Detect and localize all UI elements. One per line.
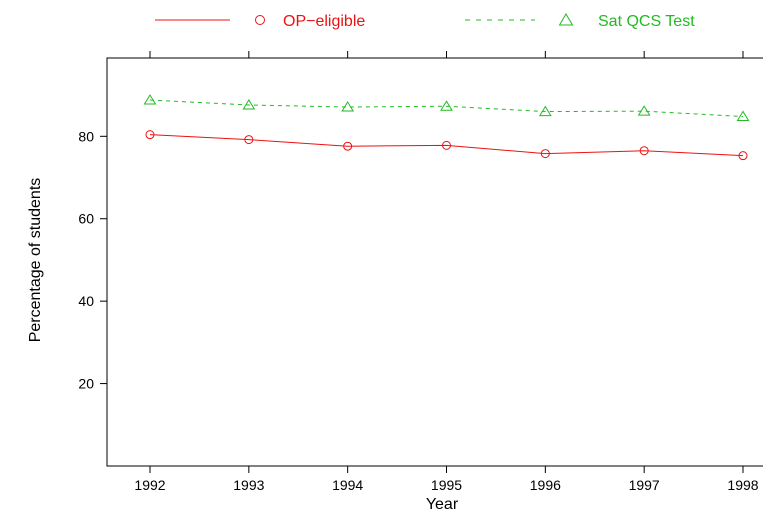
x-tick-label: 1993 xyxy=(233,477,264,493)
legend-marker-triangle xyxy=(558,13,574,26)
y-tick-label: 60 xyxy=(78,211,94,227)
data-point-1 xyxy=(442,140,451,150)
data-point-1 xyxy=(244,135,254,145)
data-point-1 xyxy=(639,146,649,156)
y-tick-label: 80 xyxy=(78,128,94,144)
series-layer xyxy=(143,94,750,161)
data-point-2 xyxy=(538,105,552,117)
data-point-2 xyxy=(143,94,157,105)
plot-frame xyxy=(106,57,763,467)
data-point-1 xyxy=(738,151,748,161)
x-tick-label: 1997 xyxy=(629,477,660,493)
data-point-2 xyxy=(242,99,256,110)
y-tick-label: 40 xyxy=(78,293,94,309)
data-point-1 xyxy=(145,130,155,140)
y-tick-label: 20 xyxy=(78,376,94,392)
legend-label-2: Sat QCS Test xyxy=(598,13,695,30)
series-line-1 xyxy=(149,134,744,157)
data-point-2 xyxy=(440,100,453,111)
data-point-1 xyxy=(540,149,550,159)
data-point-1 xyxy=(343,141,353,151)
x-axis-title: Year xyxy=(426,496,459,513)
x-tick-label: 1998 xyxy=(727,477,758,493)
y-axis: 20 40 60 80 xyxy=(78,128,107,392)
x-tick-label: 1992 xyxy=(134,477,165,493)
data-point-2 xyxy=(341,101,355,112)
legend-marker-circle xyxy=(255,15,265,25)
x-axis: 1992 1993 1994 1995 1996 1997 1998 xyxy=(134,51,759,493)
x-tick-label: 1994 xyxy=(332,477,363,493)
data-point-2 xyxy=(637,105,651,116)
x-tick-label: 1996 xyxy=(530,477,561,493)
legend: OP−eligible Sat QCS Test xyxy=(155,13,695,30)
data-point-2 xyxy=(736,110,750,122)
y-axis-title: Percentage of students xyxy=(27,178,44,343)
x-tick-label: 1995 xyxy=(431,477,462,493)
legend-label-1: OP−eligible xyxy=(283,13,365,30)
series-line-2 xyxy=(149,99,744,118)
